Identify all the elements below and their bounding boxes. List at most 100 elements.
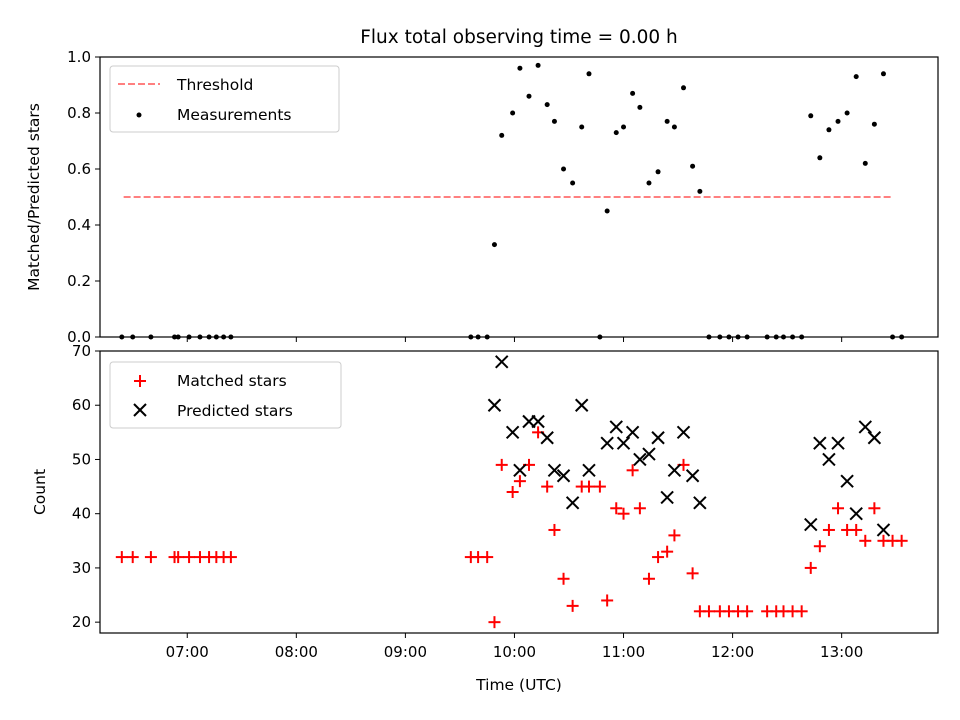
- bottom-y-tick-label: 60: [72, 396, 91, 414]
- matched-star-point: [668, 529, 681, 542]
- bottom-x-tick-label: 11:00: [602, 643, 645, 661]
- predicted-star-point: [876, 523, 891, 537]
- matched-star-point: [183, 551, 196, 564]
- top-y-tick-label: 1.0: [67, 48, 91, 66]
- matched-star-point: [642, 572, 655, 585]
- matched-star-point: [859, 534, 872, 547]
- matched-star-point: [850, 523, 863, 536]
- bottom-x-tick-label: 13:00: [820, 643, 863, 661]
- legend-predicted-swatch: [133, 403, 147, 417]
- bottom-x-tick-label: 10:00: [493, 643, 536, 661]
- top-y-tick-label: 0.4: [67, 216, 91, 234]
- predicted-star-point: [867, 431, 882, 445]
- matched-star-point: [804, 561, 817, 574]
- bottom-x-tick-label: 07:00: [166, 643, 209, 661]
- measurement-point: [491, 242, 497, 248]
- measurement-point: [510, 110, 516, 116]
- matched-star-point: [488, 616, 501, 629]
- matched-star-point: [686, 567, 699, 580]
- top-y-ticks: 0.0 0.2 0.4 0.6 0.8 1.0: [67, 48, 100, 346]
- measurement-point: [544, 102, 550, 108]
- predicted-star-point: [813, 436, 827, 450]
- matched-star-point: [832, 502, 845, 515]
- matched-star-point: [610, 502, 623, 515]
- measurement-point: [808, 113, 814, 119]
- top-y-tick-label: 0.6: [67, 160, 91, 178]
- matched-star-point: [172, 551, 185, 564]
- matched-star-point: [601, 594, 614, 607]
- top-legend-box: [109, 65, 340, 133]
- predicted-star-point: [565, 496, 580, 510]
- bottom-axes-frame: [99, 350, 939, 634]
- legend-measurements-label: Measurements: [177, 106, 292, 124]
- predicted-star-point: [660, 490, 674, 505]
- bottom-panel-counts: 20 30 40 50 60 70 07:00 08:00 09:00 10:00 11:00 12…: [31, 342, 939, 694]
- matched-star-point: [626, 464, 639, 477]
- measurement-point: [517, 65, 523, 71]
- measurement-point: [526, 93, 532, 99]
- predicted-star-point: [575, 398, 589, 412]
- matched-star-point: [566, 599, 579, 612]
- matched-star-point: [652, 551, 665, 564]
- matched-star-point: [617, 507, 630, 520]
- bottom-x-tick-label: 09:00: [384, 643, 427, 661]
- predicted-star-point: [505, 425, 520, 440]
- measurement-point: [646, 180, 652, 186]
- measurement-point: [862, 160, 868, 166]
- predicted-star-point: [609, 420, 623, 434]
- matched-star-point: [593, 480, 606, 493]
- matched-star-point: [495, 458, 508, 471]
- measurement-point: [664, 118, 670, 124]
- predicted-star-point: [540, 431, 554, 445]
- predicted-star-point: [642, 447, 656, 461]
- predicted-star-point: [667, 463, 682, 478]
- measurement-point: [621, 124, 627, 130]
- predicted-star-point: [822, 452, 836, 467]
- bottom-y-tick-label: 40: [72, 505, 91, 523]
- measurement-point: [561, 166, 567, 172]
- matched-star-point: [813, 540, 826, 553]
- predicted-star-point: [495, 355, 509, 369]
- predicted-star-point: [547, 463, 562, 478]
- measurement-point: [835, 118, 841, 124]
- bottom-legend-box: [109, 361, 342, 429]
- predicted-star-point: [676, 425, 691, 440]
- matched-star-point: [868, 502, 881, 515]
- measurement-point: [697, 188, 703, 194]
- measurement-point: [586, 71, 592, 77]
- matched-star-point: [822, 523, 835, 536]
- bottom-y-tick-label: 20: [72, 613, 91, 631]
- matched-star-point: [506, 486, 519, 498]
- measurement-point: [551, 118, 557, 124]
- top-axes-frame: [99, 56, 939, 338]
- measurement-point: [535, 62, 541, 68]
- matched-star-point: [741, 605, 754, 618]
- matched-star-point: [582, 480, 595, 493]
- bottom-x-tick-label: 12:00: [711, 643, 754, 661]
- bottom-marks: [115, 355, 908, 629]
- measurement-point: [604, 208, 610, 214]
- x-axis-label: Time (UTC): [475, 676, 562, 694]
- predicted-star-point: [685, 469, 700, 483]
- bottom-x-ticks: 07:00 08:00 09:00 10:00 11:00 12:00 13:00: [166, 633, 863, 661]
- measurement-point: [681, 85, 687, 91]
- matched-star-point: [702, 605, 715, 618]
- matched-star-point: [661, 545, 674, 558]
- bottom-y-ticks: 20 30 40 50 60 70: [72, 342, 100, 631]
- measurement-point: [499, 132, 505, 138]
- predicted-star-point: [582, 463, 596, 478]
- matched-star-point: [541, 480, 554, 493]
- measurement-point: [630, 90, 636, 96]
- top-y-tick-label: 0.2: [67, 272, 91, 290]
- measurement-point: [613, 130, 619, 136]
- chart-title: Flux total observing time = 0.00 h: [360, 27, 678, 48]
- matched-star-point: [144, 551, 157, 564]
- bottom-y-tick-label: 70: [72, 342, 91, 360]
- top-y-tick-label: 0.0: [67, 328, 91, 346]
- matched-star-point: [557, 572, 570, 585]
- matched-star-point: [548, 523, 561, 536]
- predicted-star-point: [633, 452, 647, 467]
- measurement-point: [817, 155, 823, 161]
- matched-star-point: [513, 475, 526, 488]
- matched-star-point: [481, 551, 494, 564]
